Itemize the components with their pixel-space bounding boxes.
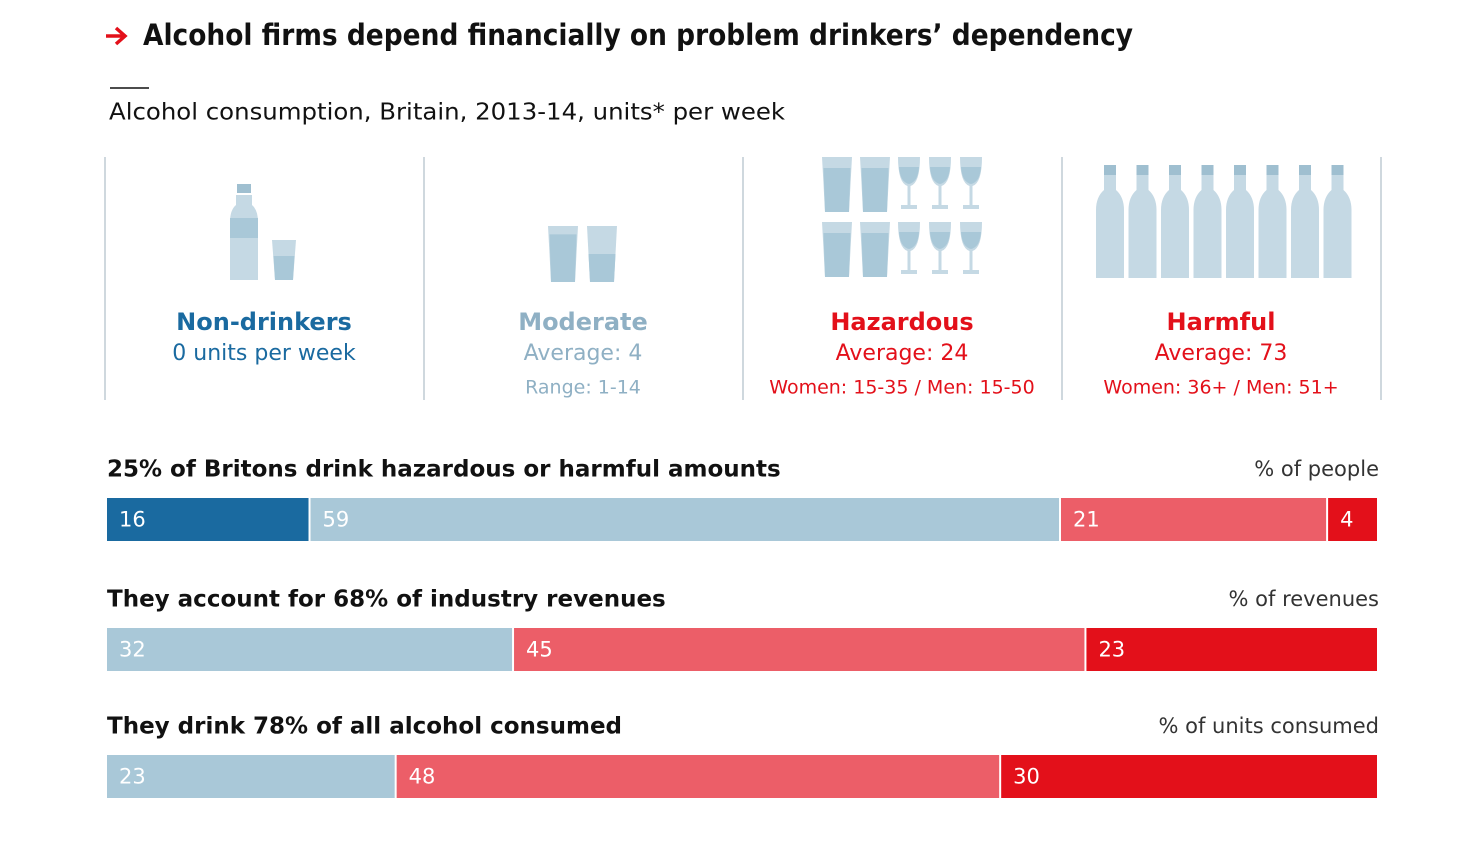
- glass-fill: [273, 256, 295, 280]
- bottle-icon: [1161, 175, 1189, 278]
- wine-fill: [930, 232, 950, 249]
- bar-segment: [514, 628, 1085, 671]
- bottle-cap: [1266, 165, 1279, 175]
- glass-fill: [861, 233, 889, 277]
- segment-label: 48: [409, 765, 436, 789]
- wine-fill: [899, 167, 919, 184]
- bottle-icon: [1128, 175, 1157, 278]
- wine-fill: [961, 232, 981, 249]
- segment-label: 59: [323, 508, 350, 532]
- group-name: Hazardous: [830, 308, 973, 336]
- bottle-cap: [1331, 165, 1344, 175]
- bar-segment: [310, 498, 1059, 541]
- unit-label: % of revenues: [1229, 587, 1379, 611]
- segment-label: 45: [526, 638, 553, 662]
- group-name: Non-drinkers: [176, 308, 352, 336]
- wine-fill: [961, 167, 981, 184]
- subtitle: Alcohol consumption, Britain, 2013-14, u…: [109, 100, 786, 126]
- group-detail: Women: 36+ / Men: 51+: [1103, 377, 1338, 399]
- unit-label: % of units consumed: [1158, 714, 1379, 738]
- bottle-icon: [1193, 175, 1222, 278]
- bar-segment: [1328, 498, 1377, 541]
- segment-label: 30: [1013, 765, 1040, 789]
- glass-fill: [588, 254, 616, 282]
- bottle-cap: [1201, 165, 1214, 175]
- title-arrow: [106, 26, 128, 46]
- segment-label: 23: [119, 765, 146, 789]
- group-name: Harmful: [1167, 308, 1276, 336]
- title: Alcohol firms depend financially on prob…: [143, 18, 1133, 52]
- bar-segment: [396, 755, 1000, 798]
- segment-label: 16: [119, 508, 146, 532]
- segment-label: 23: [1098, 638, 1125, 662]
- wine-fill: [930, 167, 950, 184]
- group-detail: Average: 24: [836, 341, 969, 366]
- bottle-cap: [1169, 165, 1181, 175]
- group-name: Moderate: [518, 308, 648, 336]
- bottle-cap: [1136, 165, 1149, 175]
- bottle-icon: [1291, 175, 1319, 278]
- glass-fill: [861, 168, 889, 212]
- bar-title: They drink 78% of all alcohol consumed: [107, 714, 622, 740]
- bar-segment: [107, 628, 513, 671]
- bottle-cap: [1234, 165, 1246, 175]
- glass-fill: [823, 233, 851, 277]
- bottle-icon: [1258, 175, 1287, 278]
- bar-segment: [107, 498, 309, 541]
- bottle-cap: [1104, 165, 1116, 175]
- glass-fill: [549, 234, 577, 282]
- water-cap: [237, 184, 251, 193]
- group-detail: Average: 4: [524, 341, 643, 366]
- bar-segment: [1001, 755, 1377, 798]
- glass-fill: [823, 168, 851, 212]
- icons: [230, 157, 1352, 282]
- bottle-icon: [1226, 175, 1254, 278]
- bar-title: 25% of Britons drink hazardous or harmfu…: [107, 457, 781, 483]
- group-detail: 0 units per week: [172, 341, 356, 366]
- segment-label: 21: [1073, 508, 1100, 532]
- bar-title: They account for 68% of industry revenue…: [107, 587, 666, 613]
- segment-label: 4: [1340, 508, 1353, 532]
- water-label: [230, 218, 258, 238]
- bar-segment: [107, 755, 395, 798]
- unit-label: % of people: [1254, 457, 1379, 481]
- group-detail: Women: 15-35 / Men: 15-50: [769, 377, 1034, 399]
- bar-segment: [1061, 498, 1327, 541]
- group-detail: Average: 73: [1155, 341, 1288, 366]
- bottle-icon: [1323, 175, 1352, 278]
- group-detail: Range: 1-14: [525, 377, 641, 399]
- segment-label: 32: [119, 638, 146, 662]
- bottle-cap: [1299, 165, 1311, 175]
- bar-segment: [1086, 628, 1377, 671]
- wine-fill: [899, 232, 919, 249]
- bottle-icon: [1096, 175, 1124, 278]
